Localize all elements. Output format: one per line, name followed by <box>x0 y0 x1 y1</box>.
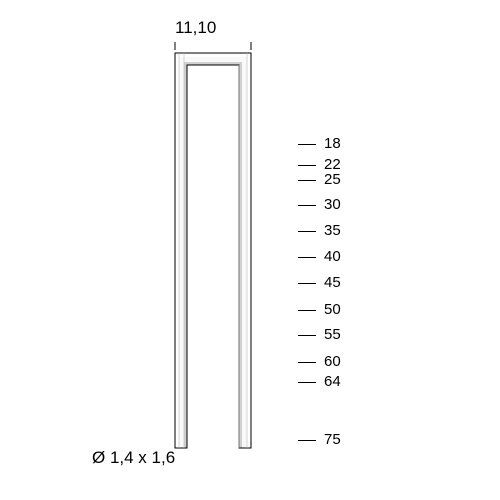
tick-mark <box>298 144 316 145</box>
tick-label: 60 <box>324 353 341 370</box>
tick-label: 75 <box>324 431 341 448</box>
staple-shape <box>0 0 500 500</box>
tick-label: 55 <box>324 326 341 343</box>
tick-mark <box>298 231 316 232</box>
tick-label: 18 <box>324 135 341 152</box>
tick-label: 64 <box>324 373 341 390</box>
tick-label: 25 <box>324 171 341 188</box>
tick-mark <box>298 165 316 166</box>
tick-label: 30 <box>324 196 341 213</box>
tick-mark <box>298 180 316 181</box>
tick-mark <box>298 310 316 311</box>
tick-mark <box>298 440 316 441</box>
tick-label: 45 <box>324 274 341 291</box>
tick-mark <box>298 283 316 284</box>
tick-mark <box>298 335 316 336</box>
tick-mark <box>298 257 316 258</box>
tick-label: 35 <box>324 222 341 239</box>
tick-label: 40 <box>324 248 341 265</box>
tick-mark <box>298 205 316 206</box>
diagram-canvas: 11,10 Ø 1,4 x 1,6 1822253035404550556064… <box>0 0 500 500</box>
top-width-label: 11,10 <box>175 18 216 38</box>
wire-gauge-label: Ø 1,4 x 1,6 <box>92 448 175 468</box>
tick-mark <box>298 382 316 383</box>
tick-label: 50 <box>324 301 341 318</box>
tick-mark <box>298 362 316 363</box>
